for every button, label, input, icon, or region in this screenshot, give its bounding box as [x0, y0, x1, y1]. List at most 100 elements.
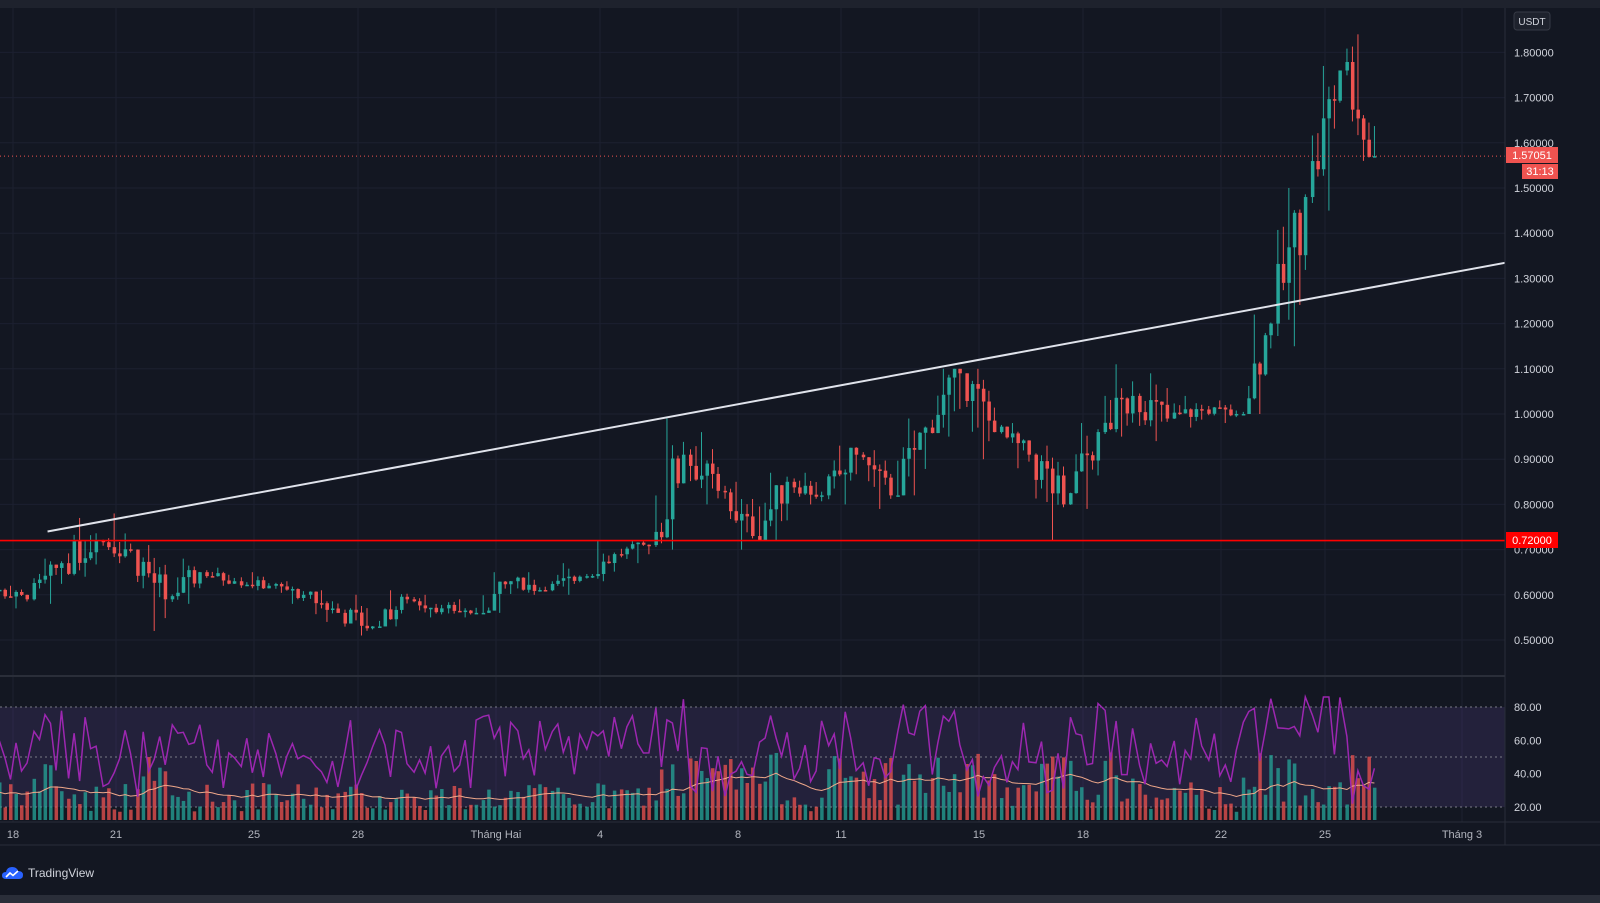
- volume-bar: [1160, 799, 1164, 820]
- volume-bar: [590, 802, 595, 820]
- tradingview-brand[interactable]: TradingView: [2, 864, 94, 882]
- volume-bar: [1010, 805, 1015, 820]
- volume-bar: [930, 778, 935, 820]
- candle-body: [572, 576, 577, 581]
- volume-bar: [325, 794, 329, 820]
- candle-body: [250, 584, 255, 587]
- candle-body: [654, 531, 658, 546]
- volume-bar: [999, 798, 1004, 820]
- volume-bar: [981, 797, 986, 820]
- volume-bar: [665, 788, 669, 820]
- volume-bar: [210, 801, 215, 820]
- candle-body: [405, 596, 410, 600]
- candle-body: [1034, 454, 1038, 480]
- candle-body: [279, 583, 284, 587]
- candle-body: [1178, 412, 1182, 415]
- volume-bar: [60, 791, 64, 820]
- candle-body: [354, 609, 358, 613]
- candle-body: [314, 591, 318, 604]
- volume-bar: [360, 793, 364, 820]
- time-tick: Tháng Hai: [471, 829, 522, 841]
- volume-bar: [636, 788, 640, 820]
- volume-bar: [54, 786, 59, 820]
- volume-bar: [9, 784, 13, 820]
- volume-bar: [1356, 778, 1360, 820]
- volume-bar: [192, 811, 197, 820]
- candle-body: [78, 541, 82, 563]
- candle-body: [947, 377, 951, 395]
- drawings[interactable]: [0, 155, 1568, 542]
- currency-label: USDT: [1518, 17, 1545, 28]
- volume-bar: [907, 764, 911, 820]
- volume-bar: [1200, 789, 1204, 820]
- candle-body: [32, 583, 37, 600]
- volume-bar: [827, 769, 831, 820]
- volume-bar: [400, 789, 404, 820]
- candle-body: [1194, 409, 1199, 417]
- candle-body: [1056, 475, 1060, 494]
- svg-text:1.57051: 1.57051: [1512, 150, 1552, 162]
- candle-body: [487, 610, 491, 613]
- candle-body: [94, 540, 99, 553]
- volume-bar: [1338, 782, 1342, 820]
- volume-bar: [700, 770, 704, 820]
- candle-body: [210, 576, 215, 578]
- volume-bar: [936, 757, 940, 820]
- volume-bar: [1234, 811, 1239, 820]
- volume-bar: [378, 796, 382, 820]
- price-tick: 1.10000: [1514, 364, 1554, 376]
- volume-bar: [538, 784, 542, 820]
- volume-bar: [227, 795, 231, 820]
- candle-body: [365, 625, 369, 629]
- volume-bar: [774, 752, 779, 820]
- volume-bar: [0, 782, 2, 820]
- volume-bar: [285, 800, 289, 820]
- volume-bar: [147, 757, 151, 820]
- candle-body: [301, 594, 306, 598]
- time-tick: 18: [1077, 829, 1089, 841]
- volume-bar: [625, 790, 629, 820]
- volume-bar: [49, 765, 53, 820]
- volume-bar: [607, 808, 611, 820]
- candle-body: [1361, 118, 1366, 140]
- volume-bar: [729, 759, 733, 820]
- volume-bar: [1131, 778, 1135, 820]
- candle-body: [832, 470, 837, 477]
- volume-bar: [1027, 784, 1031, 820]
- candle-body: [527, 584, 531, 590]
- volume-bar: [572, 804, 577, 820]
- volume-bar: [481, 800, 486, 820]
- candle-body: [689, 454, 693, 466]
- volume-bar: [181, 800, 186, 820]
- candle-body: [1143, 412, 1148, 421]
- volume-bar: [901, 774, 906, 820]
- price-chart[interactable]: 1.80000 1.70000 1.60000 1.50000 1.40000 1.300…: [0, 0, 1600, 872]
- volume-bar: [740, 768, 744, 820]
- candle-body: [434, 607, 439, 613]
- candle-body: [1212, 407, 1217, 414]
- volume-bar: [769, 754, 773, 820]
- candle-body: [38, 579, 42, 584]
- volume-bar: [630, 792, 635, 820]
- candles: [0, 34, 1377, 636]
- candle-body: [503, 581, 508, 585]
- volume-bar: [250, 783, 255, 820]
- currency-button[interactable]: [1513, 11, 1551, 31]
- price-tick: 1.50000: [1514, 183, 1554, 195]
- volume-bar: [1269, 755, 1273, 820]
- candle-body: [729, 492, 733, 512]
- candle-body: [1021, 440, 1026, 444]
- volume-bar: [992, 774, 997, 820]
- volume-bar: [758, 783, 762, 820]
- volume-bar: [867, 798, 871, 820]
- volume-bar: [279, 801, 284, 820]
- volume-bar: [14, 793, 18, 820]
- candle-body: [181, 577, 186, 593]
- price-tick: 0.50000: [1514, 635, 1554, 647]
- candle-body: [205, 572, 209, 577]
- candle-body: [952, 368, 957, 378]
- candle-body: [474, 612, 479, 615]
- volume-bar: [487, 789, 491, 820]
- volume-bar: [1241, 777, 1246, 820]
- volume-bar: [107, 788, 111, 820]
